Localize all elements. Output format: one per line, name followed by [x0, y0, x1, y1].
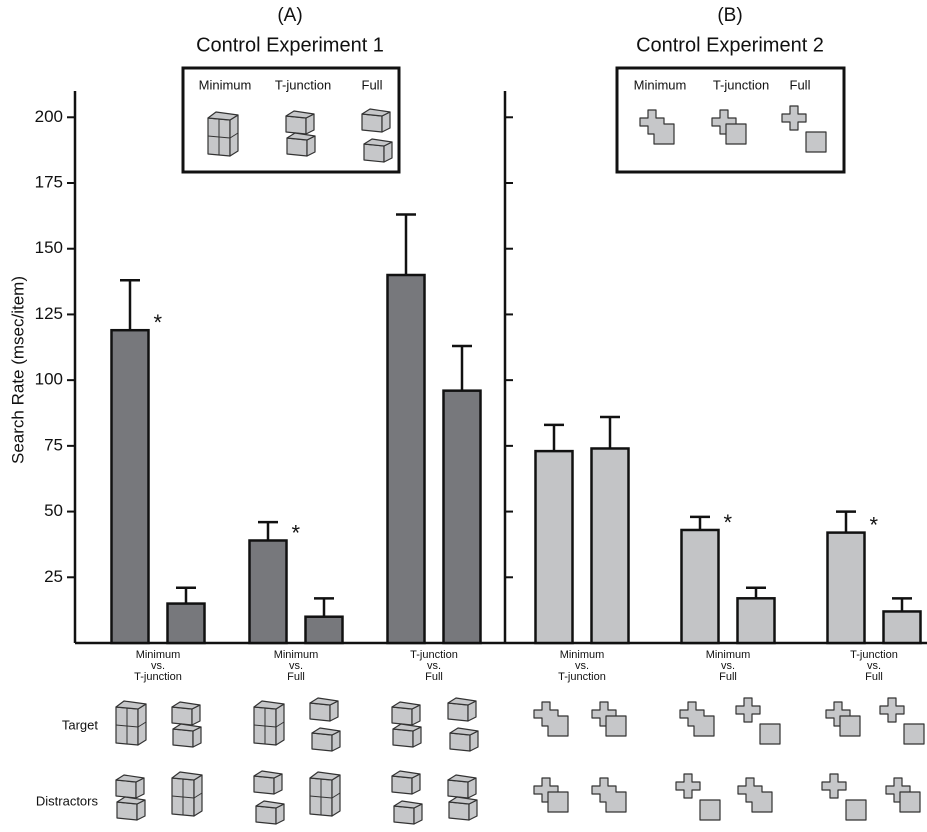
icon	[886, 778, 920, 812]
y-tick-label: 50	[44, 501, 63, 520]
row-label: Distractors	[36, 793, 99, 808]
x-tick-label: T-junction vs. Full	[829, 650, 919, 683]
y-tick-label: 200	[35, 107, 63, 126]
y-tick-label: 175	[35, 172, 63, 191]
icon	[592, 778, 626, 812]
panel-label: (A)	[277, 5, 302, 26]
y-tick-label: 100	[35, 370, 63, 389]
icon	[680, 702, 714, 736]
row-label: Target	[62, 717, 99, 732]
x-tick-label: Minimum vs. T-junction	[537, 650, 627, 683]
significance-marker: *	[292, 520, 301, 545]
bar	[168, 604, 205, 643]
icon	[448, 775, 477, 820]
icon	[254, 701, 284, 745]
bar	[250, 540, 287, 643]
figure: (A) Control Experiment 1 (B) Control Exp…	[0, 0, 927, 832]
x-tick-label: Minimum vs. T-junction	[113, 650, 203, 683]
icon	[880, 698, 924, 744]
icon	[172, 772, 202, 816]
bar	[536, 451, 573, 643]
icon	[448, 698, 478, 751]
y-tick-label: 25	[44, 567, 63, 586]
inset-label: Minimum	[634, 77, 687, 92]
inset-label: Full	[790, 77, 811, 92]
icon	[208, 112, 238, 156]
x-tick-label: Minimum vs. Full	[251, 650, 341, 683]
y-tick-label: 125	[35, 304, 63, 323]
y-tick-label: 75	[44, 435, 63, 454]
icon	[254, 771, 284, 824]
significance-marker: *	[724, 510, 733, 535]
bar	[592, 448, 629, 643]
icon	[738, 778, 772, 812]
bar	[388, 275, 425, 643]
icon	[826, 702, 860, 736]
icon	[172, 702, 201, 747]
bar	[884, 611, 921, 643]
bar	[682, 530, 719, 643]
icon	[310, 772, 340, 816]
icon	[310, 698, 340, 751]
bar	[828, 533, 865, 643]
significance-marker: *	[154, 310, 163, 335]
x-tick-label: T-junction vs. Full	[389, 650, 479, 683]
chart-title: Control Experiment 2	[636, 34, 824, 56]
inset-label: T-junction	[275, 77, 331, 92]
icon	[822, 774, 866, 820]
icon	[392, 702, 421, 747]
icon	[592, 702, 626, 736]
icon	[116, 701, 146, 745]
inset-label: Minimum	[199, 77, 252, 92]
icon	[676, 774, 720, 820]
y-tick-label: 150	[35, 238, 63, 257]
x-tick-label: Minimum vs. Full	[683, 650, 773, 683]
icon	[392, 771, 422, 824]
inset-label: T-junction	[713, 77, 769, 92]
bar	[444, 391, 481, 643]
inset-label: Full	[362, 77, 383, 92]
icon	[534, 778, 568, 812]
panel-label: (B)	[717, 5, 742, 26]
chart-title: Control Experiment 1	[196, 34, 384, 56]
bar	[738, 598, 775, 643]
icon	[116, 775, 145, 820]
icon	[736, 698, 780, 744]
chart: (A) Control Experiment 1 (B) Control Exp…	[0, 0, 927, 832]
bar	[112, 330, 149, 643]
significance-marker: *	[870, 512, 879, 537]
icon	[534, 702, 568, 736]
y-axis-label: Search Rate (msec/item)	[8, 276, 27, 464]
bar	[306, 617, 343, 643]
